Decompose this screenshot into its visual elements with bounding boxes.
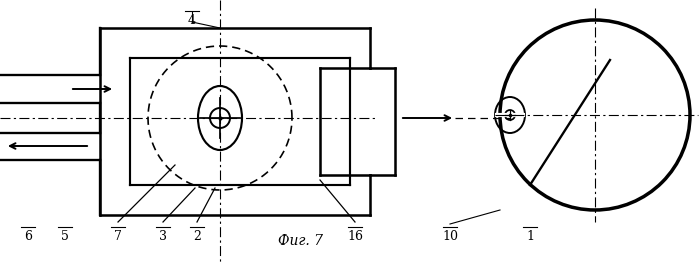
Text: 4: 4 xyxy=(188,14,196,27)
Text: 2: 2 xyxy=(193,230,201,243)
Text: 3: 3 xyxy=(159,230,167,243)
Text: 10: 10 xyxy=(442,230,458,243)
Text: 16: 16 xyxy=(347,230,363,243)
Text: 5: 5 xyxy=(61,230,69,243)
Text: 1: 1 xyxy=(526,230,534,243)
Text: Фиг. 7: Фиг. 7 xyxy=(277,234,323,248)
Text: 6: 6 xyxy=(24,230,32,243)
Text: 7: 7 xyxy=(114,230,122,243)
